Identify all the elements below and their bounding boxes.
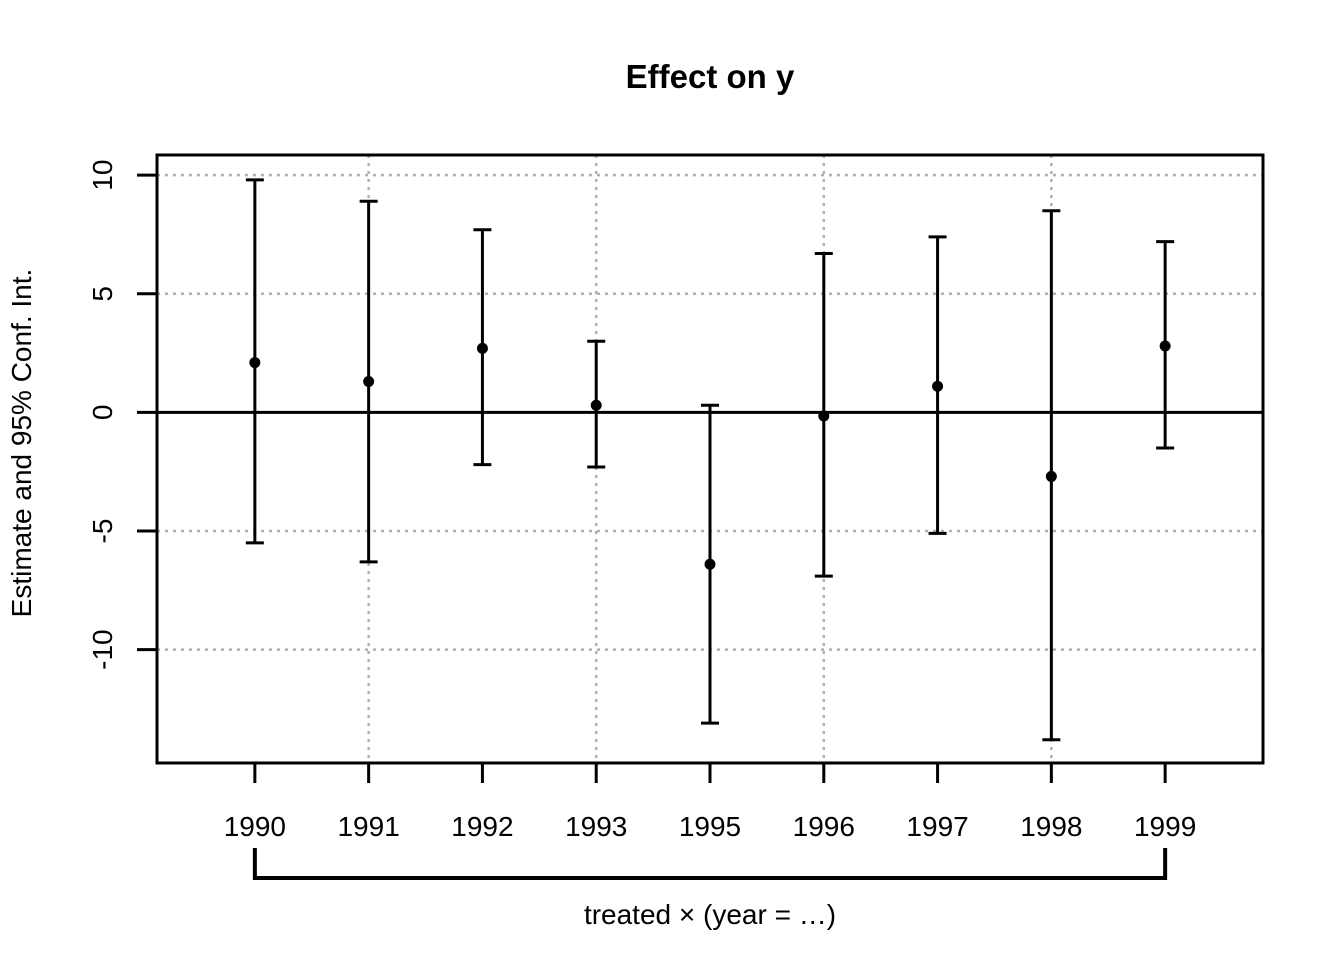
point-estimate — [932, 380, 944, 392]
point-estimate — [818, 410, 830, 422]
y-tick-label: -10 — [87, 629, 118, 669]
x-axis-annotation: treated × (year = …) — [583, 899, 837, 930]
x-tick-label: 1990 — [224, 811, 286, 842]
error-bar-1992 — [473, 228, 492, 467]
error-bar-1999 — [1156, 240, 1175, 450]
point-estimate — [249, 357, 261, 369]
error-bar-1993 — [587, 339, 606, 469]
tick-labels: -10 -5 0 5 10 1990 1991 1992 1993 1995 1996 1997 199… — [87, 160, 1196, 842]
x-tick-label: 1995 — [679, 811, 741, 842]
point-estimate — [476, 342, 488, 354]
x-tick-label: 1999 — [1134, 811, 1196, 842]
point-estimate — [704, 558, 716, 570]
x-tick-label: 1996 — [793, 811, 855, 842]
error-bars — [245, 178, 1175, 742]
y-axis-label: Estimate and 95% Conf. Int. — [6, 268, 37, 618]
y-tick-label: 0 — [87, 405, 118, 421]
x-tick-label: 1993 — [565, 811, 627, 842]
error-bar-1998 — [1042, 209, 1061, 742]
error-bar-1997 — [928, 235, 947, 535]
x-tick-label: 1992 — [451, 811, 513, 842]
x-tick-label: 1997 — [906, 811, 968, 842]
y-tick-label: -5 — [87, 519, 118, 544]
point-estimate — [1045, 470, 1057, 482]
error-bar-1991 — [359, 199, 378, 564]
error-bar-1990 — [245, 178, 264, 545]
point-estimate — [590, 399, 602, 411]
error-bar-1996 — [814, 251, 833, 578]
point-estimate — [363, 376, 375, 388]
y-tick-label: 5 — [87, 286, 118, 302]
y-tick-label: 10 — [87, 160, 118, 191]
error-bar-1995 — [701, 403, 719, 725]
bracket — [252, 848, 1168, 880]
chart-title: Effect on y — [625, 58, 795, 95]
x-tick-label: 1998 — [1020, 811, 1082, 842]
point-estimate — [1159, 340, 1171, 352]
axis-ticks — [137, 173, 1167, 783]
x-tick-label: 1991 — [337, 811, 399, 842]
